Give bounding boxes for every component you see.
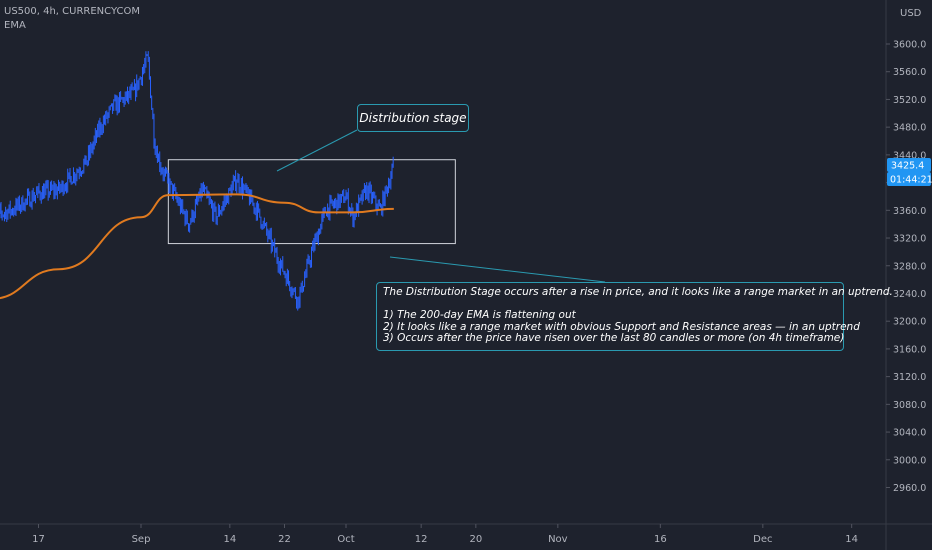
note-callout-pointer [389,256,606,283]
last-price-badge [887,157,931,172]
countdown-value: 01:44:21 [890,174,932,185]
price-tick-label: 3120.0 [893,372,926,383]
time-tick-label: 16 [654,534,667,545]
last-price-value: 3425.4 [891,160,924,171]
price-tick-label: 3240.0 [893,289,926,300]
price-tick-label: 3200.0 [893,317,926,328]
range-box [167,159,456,245]
distribution-stage-callout[interactable]: Distribution stage [357,104,469,132]
time-tick-label: 22 [278,534,291,545]
time-tick-label: 20 [469,534,482,545]
price-series [0,51,394,311]
indicator-label: EMA [4,20,26,31]
axis-currency: USD [900,8,922,19]
price-tick-label: 3000.0 [893,455,926,466]
time-tick-label: Sep [132,534,151,545]
note-line: 2) It looks like a range market with obv… [383,320,860,333]
price-tick-label: 3480.0 [893,123,926,134]
time-tick-label: 17 [32,534,45,545]
price-tick-label: 3320.0 [893,234,926,245]
plot-area [0,0,886,524]
note-line: 1) The 200-day EMA is flattening out [383,309,576,321]
price-tick-label: 3600.0 [893,40,926,51]
price-tick-label: 2960.0 [893,483,926,494]
price-tick-label: 3040.0 [893,428,926,439]
countdown-badge [887,171,931,186]
time-tick-label: Nov [548,534,568,545]
explanation-callout[interactable]: The Distribution Stage occurs after a ri… [376,282,893,351]
price-tick-label: 3520.0 [893,95,926,106]
price-tick-label: 3560.0 [893,67,926,78]
price-tick-label: 3280.0 [893,261,926,272]
price-tick-label: 3360.0 [893,206,926,217]
price-tick-label: 3080.0 [893,400,926,411]
price-tick-label: 3440.0 [893,150,926,161]
time-tick-label: Oct [337,534,354,545]
note-line: The Distribution Stage occurs after a ri… [383,286,893,298]
title-callout-pointer [276,129,358,172]
time-tick-label: Dec [753,534,772,545]
price-tick-label: 3160.0 [893,344,926,355]
note-line: 3) Occurs after the price have risen ove… [383,332,845,344]
time-tick-label: 14 [223,534,236,545]
ema-line [0,193,394,300]
time-tick-label: 14 [845,534,858,545]
symbol-label: US500, 4h, CURRENCYCOM [4,6,141,17]
time-tick-label: 12 [415,534,428,545]
